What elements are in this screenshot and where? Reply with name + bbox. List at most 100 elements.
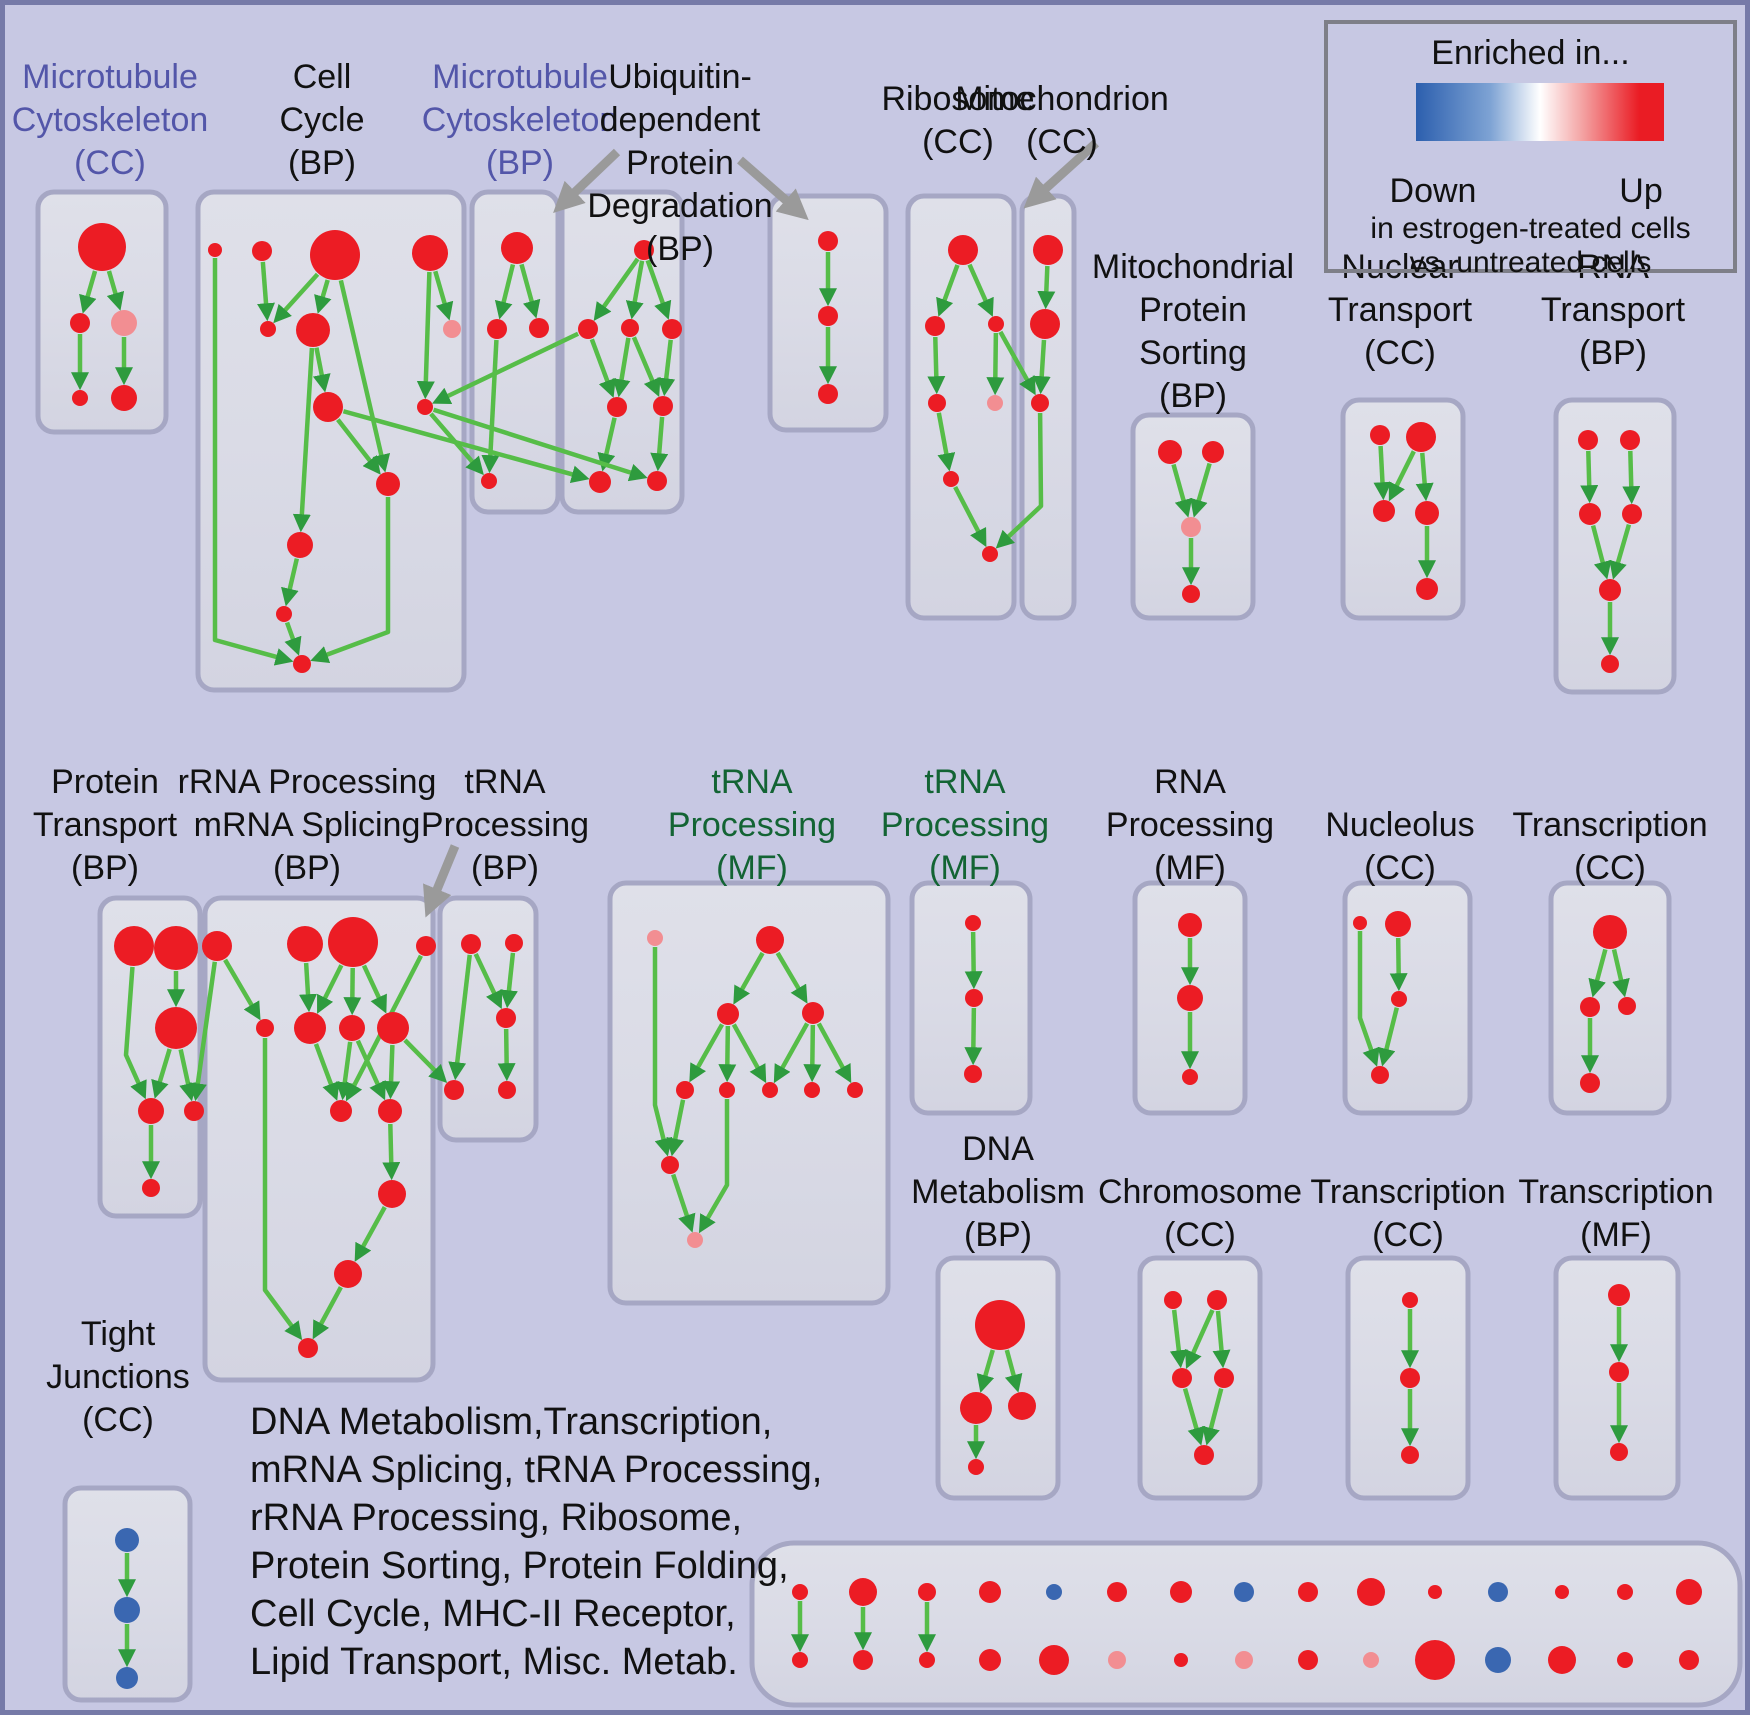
go-term-node — [687, 1232, 703, 1248]
cluster-label-trna-processing-mf-2: Processing — [881, 806, 1049, 844]
cluster-label-rrna-processing-mrna-splicing-bp: (BP) — [273, 849, 341, 887]
edge-arrow — [995, 412, 1044, 549]
go-term-node — [114, 1597, 140, 1623]
label-pointer-arrow — [737, 156, 809, 221]
edge-arrow — [593, 257, 640, 322]
edge-arrow — [313, 1043, 340, 1101]
edge-arrow — [312, 347, 331, 393]
go-term-node — [1107, 1582, 1127, 1602]
go-term-node — [115, 1528, 139, 1552]
go-term-node — [378, 1180, 406, 1208]
edge-arrow — [645, 259, 672, 320]
misc-categories-note: DNA Metabolism,Transcription, — [250, 1401, 772, 1443]
legend-title: Enriched in... — [1431, 34, 1630, 72]
go-term-node — [1578, 430, 1598, 450]
edge-arrow — [718, 1025, 737, 1083]
edge-arrow — [433, 270, 454, 321]
go-term-node — [1579, 503, 1601, 525]
cluster-label-mitochondrial-protein-sorting-bp: Protein — [1139, 291, 1247, 329]
go-term-node — [762, 1082, 778, 1098]
cluster-box-nuclear-transport-cc — [1340, 397, 1466, 621]
go-term-node — [444, 1080, 464, 1100]
edge-arrow — [1357, 931, 1380, 1067]
go-term-node — [114, 926, 154, 966]
go-term-node — [1400, 1368, 1420, 1388]
cluster-box-trna-processing-mf-1 — [607, 880, 891, 1306]
cluster-label-trna-processing-bp: (BP) — [471, 849, 539, 887]
edge-arrow — [986, 332, 1005, 396]
cluster-label-trna-processing-mf-1: (MF) — [716, 849, 788, 887]
edge-arrow — [773, 1022, 810, 1084]
cluster-label-mitochondrion-cc: Mitochondrion — [955, 80, 1169, 118]
go-term-node — [948, 235, 978, 265]
legend-subtitle-line2: vs. untreated cells — [1409, 246, 1652, 279]
edge-arrow — [652, 947, 673, 1157]
edge-arrow — [497, 1028, 516, 1082]
cluster-label-nucleolus-cc: Nucleolus — [1325, 806, 1474, 844]
go-term-node — [72, 390, 88, 406]
go-term-node — [1679, 1650, 1699, 1670]
go-term-node — [589, 471, 611, 493]
go-term-node — [1170, 1581, 1192, 1603]
go-term-node — [1488, 1582, 1508, 1602]
edge-arrow — [519, 263, 541, 319]
go-term-node — [621, 319, 639, 337]
edge-arrow — [79, 270, 98, 314]
go-term-node — [1234, 1582, 1254, 1602]
edge-arrow — [1185, 1309, 1215, 1370]
cluster-label-nuclear-transport-cc: (CC) — [1364, 334, 1436, 372]
cluster-label-ribosome-cc: (CC) — [922, 123, 994, 161]
edge-arrow — [964, 1007, 983, 1066]
go-term-node — [412, 235, 448, 271]
cluster-label-protein-transport-bp: Protein — [51, 763, 159, 801]
edge-arrow — [273, 272, 320, 324]
go-term-node — [925, 316, 945, 336]
edge-arrow — [1202, 1388, 1224, 1446]
go-term-node — [339, 1015, 365, 1041]
go-term-node — [634, 240, 654, 260]
go-term-node — [1030, 309, 1060, 339]
legend-up-label: Up — [1619, 172, 1663, 210]
edge-arrow — [1182, 1387, 1206, 1446]
edge-arrow — [1212, 1310, 1231, 1369]
go-term-node — [1676, 1579, 1702, 1605]
go-term-node — [968, 1459, 984, 1475]
edge-arrow — [432, 407, 648, 482]
cluster-label-rna-transport-bp: (BP) — [1579, 334, 1647, 372]
cluster-box-dna-metabolism-bp — [935, 1255, 1061, 1501]
go-term-node — [330, 1100, 352, 1122]
edge-arrow — [1622, 450, 1641, 505]
misc-categories-note: mRNA Splicing, tRNA Processing, — [250, 1449, 822, 1491]
go-term-node — [1485, 1647, 1511, 1673]
go-term-node — [1039, 1645, 1069, 1675]
edge-arrow — [336, 418, 381, 475]
cluster-label-ubiquitin-dependent-protein-degradation-bp: dependent — [600, 101, 761, 139]
go-term-node — [1617, 1652, 1633, 1668]
edge-arrow — [1004, 1349, 1023, 1393]
cluster-label-transcription-cc-lower: Transcription — [1310, 1173, 1505, 1211]
go-term-node — [979, 1581, 1001, 1603]
edge-arrow — [1588, 948, 1608, 998]
go-term-node — [334, 1260, 362, 1288]
go-term-node — [1402, 1292, 1418, 1308]
cluster-label-protein-transport-bp: Transport — [33, 806, 178, 844]
edge-arrow — [998, 330, 1036, 396]
edge-arrow — [314, 279, 332, 314]
edge-arrow — [481, 339, 500, 474]
edge-arrow — [650, 416, 669, 472]
cluster-label-mitochondrial-protein-sorting-bp: Sorting — [1139, 334, 1247, 372]
go-term-node — [417, 399, 433, 415]
go-term-node — [1406, 422, 1436, 452]
go-term-node — [461, 934, 481, 954]
go-term-node — [1181, 517, 1201, 537]
edge-arrow — [816, 1022, 852, 1084]
edge-arrow — [257, 261, 275, 322]
go-term-node — [1555, 1585, 1569, 1599]
edge-arrow — [1037, 265, 1056, 310]
go-term-node — [1608, 1284, 1630, 1306]
cluster-label-nuclear-transport-cc: Transport — [1328, 291, 1473, 329]
go-term-node — [298, 1338, 318, 1358]
go-term-node — [847, 1082, 863, 1098]
cluster-label-dna-metabolism-bp: (BP) — [964, 1216, 1032, 1254]
go-term-node — [1353, 916, 1367, 930]
